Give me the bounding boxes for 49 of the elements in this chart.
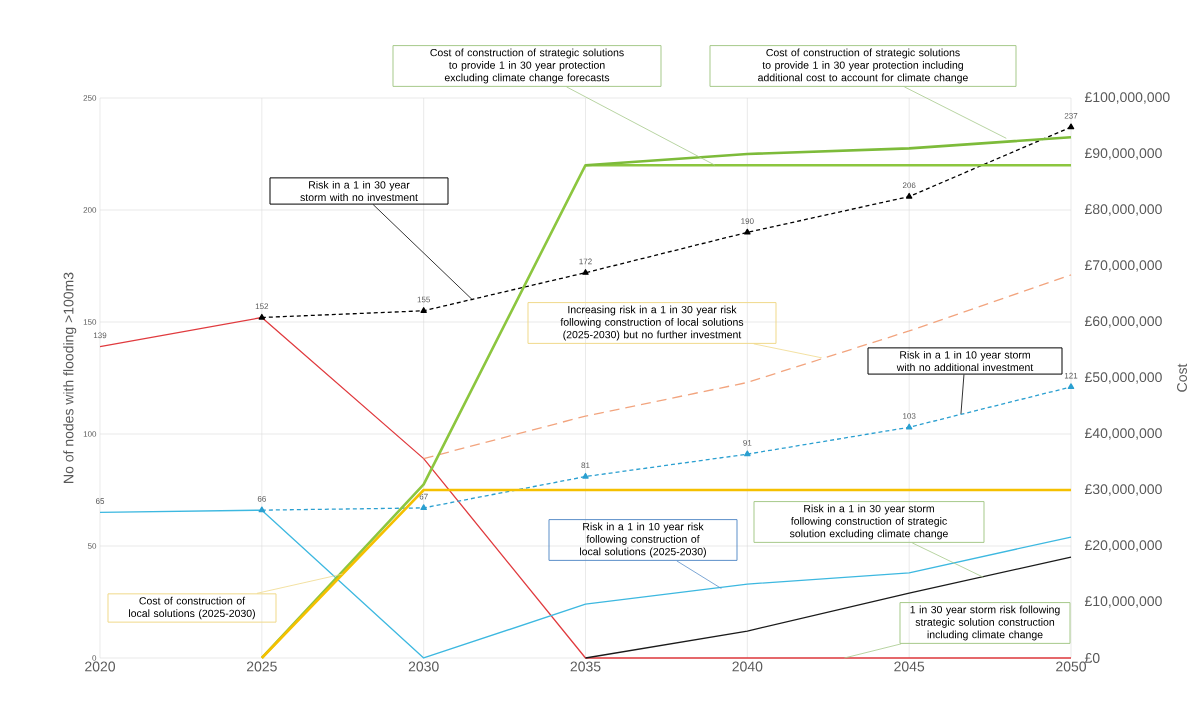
y-tick-label: 250	[83, 95, 97, 101]
data-label: 65	[95, 498, 105, 504]
x-tick-label: 2020	[85, 661, 116, 672]
x-tick-label: 2025	[246, 661, 277, 672]
data-label: 155	[417, 296, 430, 303]
data-label: 81	[581, 462, 590, 469]
data-label: 237	[1064, 112, 1078, 119]
data-label: 190	[741, 218, 754, 224]
y2-tick-label: £80,000,000	[1084, 204, 1162, 216]
annotation: 1 in 30 year storm risk following strategic solution construction including climate change	[910, 605, 1060, 641]
y2-tick-label: £30,000,000	[1084, 484, 1162, 496]
annotation: Cost of construction of strategic solutions to provide 1 in 30 year protection excluding climate change forecasts	[430, 48, 624, 84]
x-tick-label: 2045	[894, 661, 925, 672]
annotation: Risk in a 1 in 30 year storm following construction of strategic solution excluding climate change	[789, 504, 948, 540]
y2-tick-label: £70,000,000	[1084, 260, 1162, 272]
data-label: 206	[902, 182, 916, 189]
y-tick-label: 150	[83, 319, 97, 325]
y2-tick-label: £60,000,000	[1084, 316, 1162, 328]
x-tick-label: 2050	[1056, 661, 1087, 672]
data-label: 172	[579, 258, 592, 265]
annotation: Risk in a 1 in 30 year storm with no investment	[300, 180, 418, 202]
y2-tick-label: £90,000,000	[1084, 148, 1162, 160]
y2-tick-label: £0	[1084, 653, 1100, 663]
y-tick-label: 50	[87, 543, 97, 549]
y2-tick-label: £20,000,000	[1084, 540, 1162, 552]
x-tick-label: 2040	[732, 661, 763, 672]
y-tick-label: 100	[83, 431, 97, 437]
annotation: Risk in a 1 in 10 year risk following construction of local solutions (2025-2030)	[580, 522, 706, 558]
y2-tick-label: £100,000,000	[1084, 92, 1170, 104]
annotation: Risk in a 1 in 10 year storm with no additional investment	[896, 350, 1034, 372]
data-label: 91	[743, 440, 752, 446]
y2-tick-label: £50,000,000	[1084, 372, 1162, 384]
x-tick-label: 2030	[408, 661, 439, 672]
y2-tick-label: £40,000,000	[1084, 428, 1162, 440]
y2-tick-label: £10,000,000	[1084, 596, 1162, 608]
data-label: 139	[93, 332, 107, 339]
annotation: Increasing risk in a 1 in 30 year risk following construction of local solutions (2025-2030) but no further investment	[560, 305, 744, 341]
data-label: 152	[255, 303, 269, 310]
data-label: 121	[1064, 372, 1078, 379]
y-tick-label: 200	[83, 207, 97, 213]
annotation: Cost of construction of strategic solutions to provide 1 in 30 year protection including additional cost to account for climate change	[758, 48, 968, 84]
y-tick-label: 0	[92, 655, 97, 661]
y2-axis-title: Cost	[1177, 363, 1187, 392]
data-label: 66	[257, 496, 266, 502]
x-tick-label: 2035	[570, 661, 601, 672]
data-label: 67	[419, 493, 428, 500]
annotation: Cost of construction of local solutions (2025-2030)	[129, 596, 255, 620]
y-axis-title: No of nodes with flooding >100m3	[63, 272, 77, 483]
data-label: 103	[903, 413, 916, 419]
